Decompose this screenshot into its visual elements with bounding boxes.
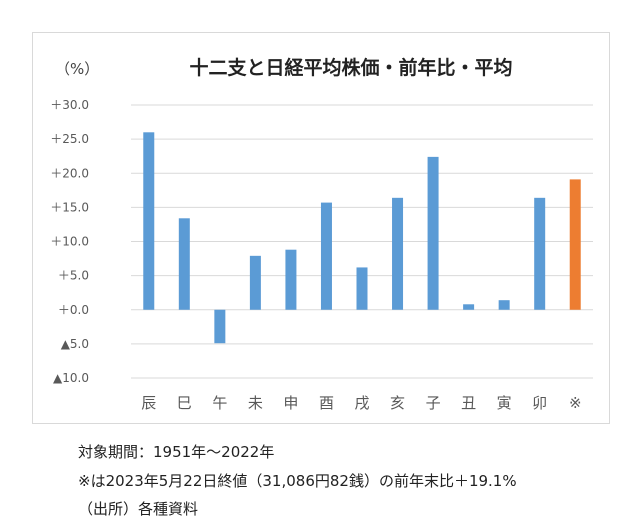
x-tick-label: 丑 bbox=[461, 394, 476, 412]
x-tick-label: 巳 bbox=[177, 394, 192, 412]
bar-4 bbox=[285, 249, 297, 310]
x-tick-label: 申 bbox=[283, 394, 298, 412]
y-tick-label: ＋0.0 bbox=[58, 303, 89, 317]
x-tick-label: 卯 bbox=[532, 394, 547, 412]
y-axis-ticks: ＋30.0 ＋25.0 ＋20.0 ＋15.0 ＋10.0 ＋5.0 ＋0.0 ▲5.0 ▲10… bbox=[50, 98, 89, 385]
chart-frame: 十二支と日経平均株価・前年比・平均 （%） ＋30.0 ＋25.0 ＋20.0 ＋15… bbox=[32, 32, 610, 424]
bar-5 bbox=[320, 202, 332, 310]
footnote: ※は2023年5月22日終値（31,086円82銭）の前年末比＋19.1% bbox=[78, 472, 517, 490]
chart-title: 十二支と日経平均株価・前年比・平均 bbox=[189, 56, 512, 79]
x-tick-label: 辰 bbox=[141, 394, 156, 412]
x-tick-label: 亥 bbox=[390, 394, 405, 412]
bar-6 bbox=[356, 267, 368, 310]
x-tick-label: 酉 bbox=[319, 394, 334, 412]
bar-7 bbox=[392, 197, 404, 310]
y-tick-label: ＋5.0 bbox=[58, 269, 89, 283]
x-tick-label: ※ bbox=[569, 394, 582, 412]
y-tick-label: ＋10.0 bbox=[50, 235, 89, 249]
bar-2 bbox=[214, 309, 226, 344]
y-tick-label: ＋25.0 bbox=[50, 132, 89, 146]
x-axis-ticks: 辰 巳 午 未 申 酉 戌 亥 子 丑 寅 卯 ※ bbox=[141, 394, 581, 412]
bar-10 bbox=[498, 300, 510, 310]
bar-chart: 十二支と日経平均株価・前年比・平均 （%） ＋30.0 ＋25.0 ＋20.0 ＋15… bbox=[50, 56, 593, 412]
bar-3 bbox=[249, 255, 261, 310]
y-tick-label: ＋15.0 bbox=[50, 200, 89, 214]
y-tick-label: ＋20.0 bbox=[50, 166, 89, 180]
x-tick-label: 戌 bbox=[354, 394, 369, 412]
y-axis-label: （%） bbox=[55, 60, 99, 78]
x-tick-label: 未 bbox=[248, 394, 263, 412]
x-tick-label: 子 bbox=[426, 394, 441, 412]
y-tick-label: ▲10.0 bbox=[53, 371, 89, 385]
bar-12 bbox=[569, 179, 581, 310]
period-note: 対象期間：1951年～2022年 bbox=[78, 443, 275, 461]
bar-11 bbox=[534, 197, 546, 310]
bar-8 bbox=[427, 156, 439, 310]
y-tick-label: ▲5.0 bbox=[61, 337, 89, 351]
source-note: （出所）各種資料 bbox=[78, 500, 199, 518]
bars bbox=[143, 132, 581, 344]
bar-1 bbox=[178, 218, 190, 310]
x-tick-label: 午 bbox=[212, 394, 227, 412]
x-tick-label: 寅 bbox=[497, 394, 512, 412]
bar-9 bbox=[463, 304, 475, 310]
bar-0 bbox=[143, 132, 155, 310]
y-tick-label: ＋30.0 bbox=[50, 98, 89, 112]
gridlines bbox=[131, 104, 593, 379]
